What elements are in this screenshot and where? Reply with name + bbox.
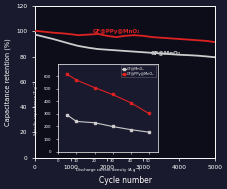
Y-axis label: Capacitance retention (%): Capacitance retention (%) — [4, 38, 11, 126]
Text: GF@PPy@MnO₂: GF@PPy@MnO₂ — [93, 29, 140, 34]
X-axis label: Cycle number: Cycle number — [99, 176, 152, 185]
Text: GF@MnO₂: GF@MnO₂ — [151, 50, 180, 55]
